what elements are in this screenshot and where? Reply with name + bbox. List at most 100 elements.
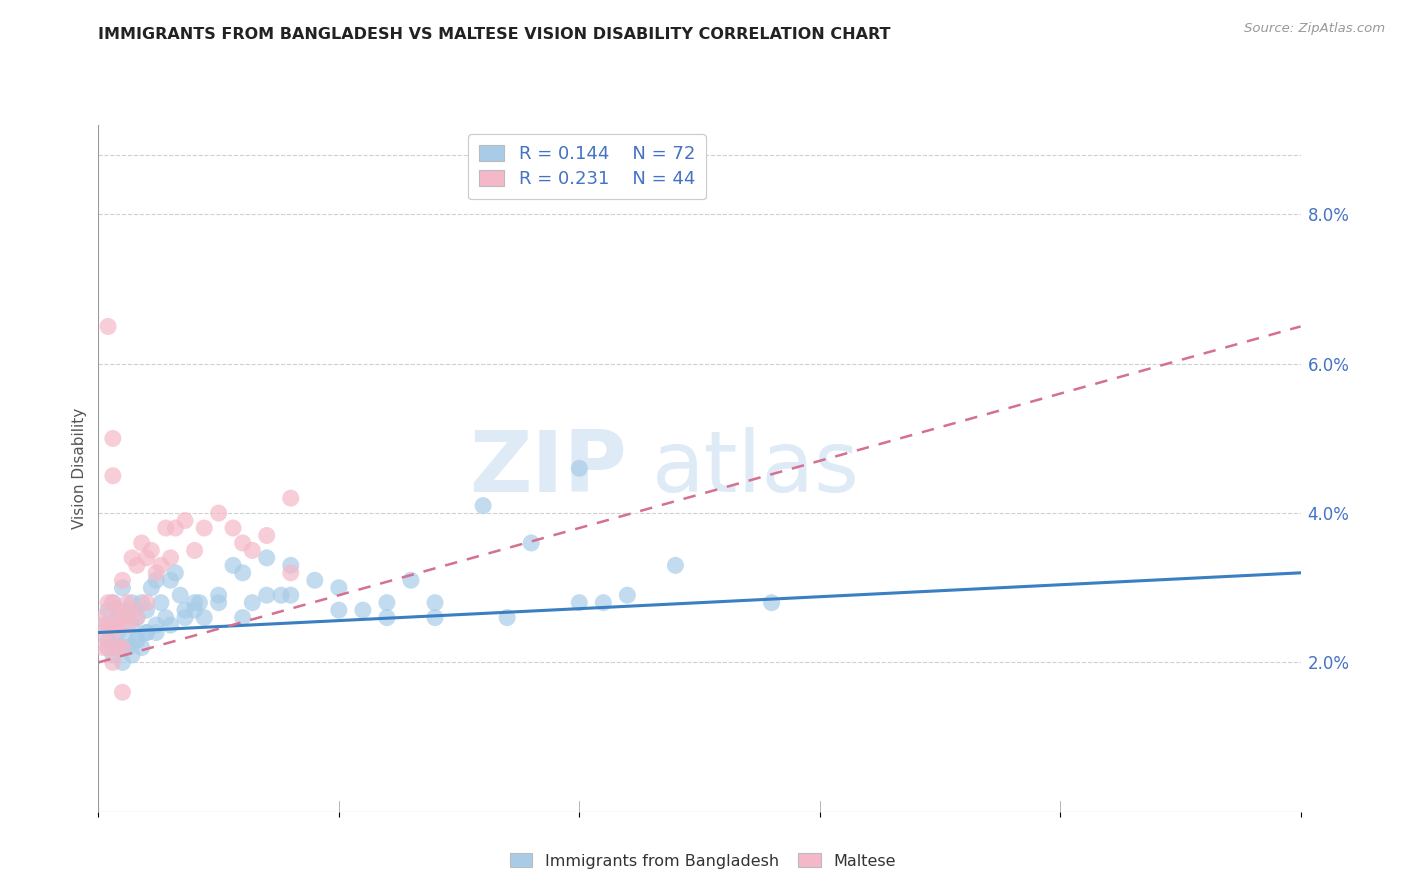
Point — [125, 610, 148, 624]
Point — [304, 574, 326, 588]
Point — [149, 596, 172, 610]
Point — [174, 603, 197, 617]
Text: Source: ZipAtlas.com: Source: ZipAtlas.com — [1244, 22, 1385, 36]
Point — [183, 543, 205, 558]
Point — [91, 640, 114, 655]
Point — [101, 648, 124, 662]
Point — [111, 656, 134, 670]
Point — [145, 618, 167, 632]
Text: ZIP: ZIP — [470, 426, 627, 510]
Point — [280, 566, 302, 580]
Legend: Immigrants from Bangladesh, Maltese: Immigrants from Bangladesh, Maltese — [503, 847, 903, 875]
Point — [208, 596, 231, 610]
Point — [159, 550, 181, 565]
Point — [91, 625, 114, 640]
Point — [256, 588, 278, 602]
Point — [159, 574, 181, 588]
Point — [107, 625, 129, 640]
Point — [101, 468, 124, 483]
Point — [568, 596, 591, 610]
Point — [91, 618, 114, 632]
Point — [174, 610, 197, 624]
Point — [101, 596, 124, 610]
Point — [107, 603, 129, 617]
Point — [145, 574, 167, 588]
Point — [193, 610, 215, 624]
Point — [145, 625, 167, 640]
Point — [101, 432, 124, 446]
Point — [568, 461, 591, 475]
Point — [222, 558, 245, 573]
Point — [761, 596, 783, 610]
Point — [135, 550, 157, 565]
Point — [121, 618, 143, 632]
Point — [423, 596, 446, 610]
Point — [165, 521, 187, 535]
Point — [117, 596, 139, 610]
Point — [121, 596, 143, 610]
Point — [117, 618, 139, 632]
Point — [107, 640, 129, 655]
Point — [101, 640, 124, 655]
Point — [280, 558, 302, 573]
Point — [97, 633, 120, 648]
Point — [232, 536, 254, 550]
Point — [423, 610, 446, 624]
Point — [174, 514, 197, 528]
Point — [375, 596, 398, 610]
Point — [131, 536, 153, 550]
Legend: R = 0.144    N = 72, R = 0.231    N = 44: R = 0.144 N = 72, R = 0.231 N = 44 — [468, 134, 706, 199]
Point — [117, 633, 139, 648]
Point — [141, 543, 163, 558]
Point — [97, 640, 120, 655]
Point — [375, 610, 398, 624]
Point — [270, 588, 292, 602]
Point — [240, 543, 263, 558]
Point — [97, 603, 120, 617]
Point — [328, 581, 350, 595]
Point — [183, 603, 205, 617]
Point — [145, 566, 167, 580]
Point — [222, 521, 245, 535]
Point — [141, 581, 163, 595]
Point — [135, 625, 157, 640]
Point — [101, 656, 124, 670]
Point — [117, 603, 139, 617]
Point — [256, 550, 278, 565]
Point — [169, 588, 191, 602]
Point — [616, 588, 638, 602]
Point — [131, 596, 153, 610]
Point — [399, 574, 422, 588]
Point — [496, 610, 519, 624]
Point — [256, 528, 278, 542]
Point — [592, 596, 614, 610]
Point — [125, 633, 148, 648]
Point — [149, 558, 172, 573]
Point — [208, 506, 231, 520]
Point — [125, 633, 148, 648]
Point — [111, 685, 134, 699]
Point — [107, 640, 129, 655]
Point — [131, 640, 153, 655]
Point — [159, 618, 181, 632]
Point — [232, 566, 254, 580]
Point — [155, 521, 177, 535]
Point — [121, 648, 143, 662]
Point — [520, 536, 543, 550]
Point — [117, 640, 139, 655]
Point — [121, 603, 143, 617]
Point — [193, 521, 215, 535]
Point — [111, 574, 134, 588]
Point — [121, 550, 143, 565]
Point — [352, 603, 374, 617]
Point — [188, 596, 211, 610]
Point — [97, 596, 120, 610]
Point — [97, 618, 120, 632]
Point — [125, 610, 148, 624]
Point — [111, 581, 134, 595]
Point — [165, 566, 187, 580]
Text: atlas: atlas — [651, 426, 859, 510]
Point — [111, 610, 134, 624]
Point — [208, 588, 231, 602]
Point — [97, 319, 120, 334]
